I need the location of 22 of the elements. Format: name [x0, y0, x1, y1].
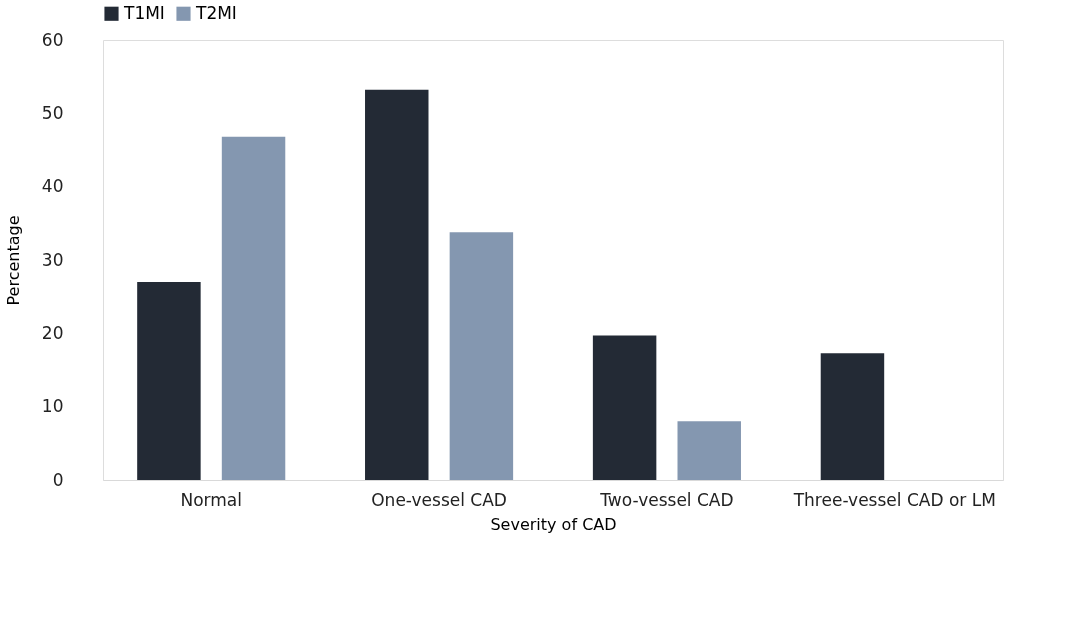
y-tick-label: 10	[41, 396, 64, 417]
y-tick-label: 40	[41, 176, 64, 197]
y-axis-title: Percentage	[3, 215, 23, 306]
bar	[677, 421, 741, 480]
bar	[221, 136, 286, 480]
y-tick-label: 60	[41, 29, 64, 50]
y-tick-label: 30	[41, 249, 64, 270]
legend-label: T2MI	[195, 2, 237, 23]
y-tick-label: 50	[41, 102, 64, 123]
bar	[365, 89, 429, 480]
x-tick-label: Two-vessel CAD	[599, 489, 734, 510]
y-tick-label: 20	[41, 322, 64, 343]
bar	[820, 353, 885, 480]
x-tick-label: Normal	[180, 489, 242, 510]
bar	[592, 335, 657, 480]
bar	[449, 232, 514, 480]
x-tick-label: Three-vessel CAD or LM	[792, 489, 996, 510]
x-axis-title: Severity of CAD	[490, 514, 617, 534]
legend-label: T1MI	[123, 2, 165, 23]
y-tick-label: 0	[52, 469, 64, 490]
x-tick-label: One-vessel CAD	[371, 489, 507, 510]
bar	[137, 282, 201, 480]
